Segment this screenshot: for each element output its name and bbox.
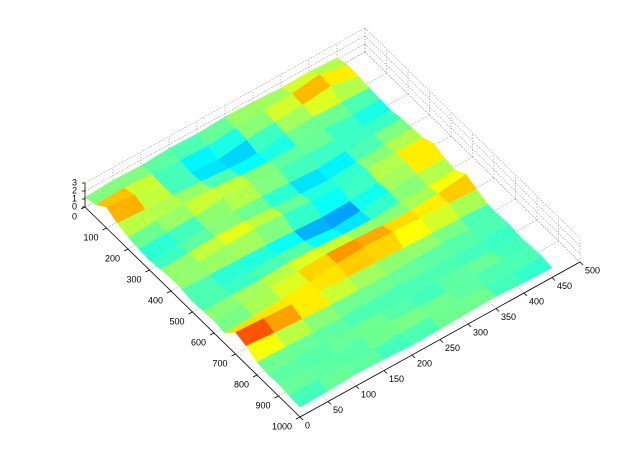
x-tick-label: 1000 — [272, 421, 292, 431]
y-tick-label: 450 — [557, 281, 572, 291]
x-tick — [102, 227, 107, 231]
x-tick — [231, 353, 236, 357]
y-tick — [299, 416, 304, 421]
y-tick-label: 250 — [445, 343, 460, 353]
y-tick — [383, 370, 388, 374]
y-tick-label: 500 — [585, 265, 600, 275]
surface-cell — [288, 378, 329, 408]
grid-line — [364, 35, 581, 247]
x-tick-label: 300 — [126, 274, 141, 284]
z-tick-label: 1 — [72, 193, 77, 203]
y-tick — [327, 401, 332, 405]
y-tick-label: 300 — [473, 327, 488, 337]
grid-line — [364, 51, 581, 263]
x-tick-label: 100 — [83, 232, 98, 242]
grid-line — [364, 43, 581, 255]
x-tick-label: 400 — [148, 295, 163, 305]
y-tick — [411, 354, 416, 359]
y-tick-label: 200 — [417, 358, 432, 368]
y-tick — [355, 385, 360, 390]
x-tick-label: 0 — [72, 211, 77, 221]
z-tick-label: 2 — [72, 185, 77, 195]
grid-line — [84, 35, 366, 192]
x-tick-label: 800 — [234, 379, 249, 389]
y-tick-label: 100 — [361, 389, 376, 399]
z-tick-label: 0 — [72, 201, 77, 211]
x-tick — [252, 374, 258, 378]
x-tick — [166, 290, 172, 294]
x-tick — [145, 269, 150, 273]
x-tick-label: 200 — [105, 253, 120, 263]
y-tick-label: 0 — [305, 420, 310, 430]
y-tick — [551, 277, 556, 281]
x-tick-label: 700 — [212, 358, 227, 368]
y-tick — [579, 261, 584, 266]
y-tick-label: 400 — [529, 296, 544, 306]
y-tick-label: 350 — [501, 312, 516, 322]
x-tick — [188, 311, 193, 315]
x-tick-label: 600 — [191, 337, 206, 347]
z-tick-label: 3 — [72, 177, 77, 187]
y-tick — [523, 292, 528, 297]
y-tick — [439, 339, 444, 343]
y-tick — [495, 308, 500, 312]
x-tick — [209, 332, 215, 336]
x-tick — [274, 395, 279, 399]
grid-line — [364, 27, 581, 239]
x-tick — [123, 248, 129, 252]
grid-line — [84, 27, 366, 184]
x-tick-label: 900 — [255, 400, 270, 410]
y-tick-label: 50 — [333, 405, 343, 415]
y-tick-label: 150 — [389, 374, 404, 384]
x-tick-label: 500 — [169, 316, 184, 326]
x-tick — [295, 416, 301, 420]
y-tick — [467, 323, 472, 328]
